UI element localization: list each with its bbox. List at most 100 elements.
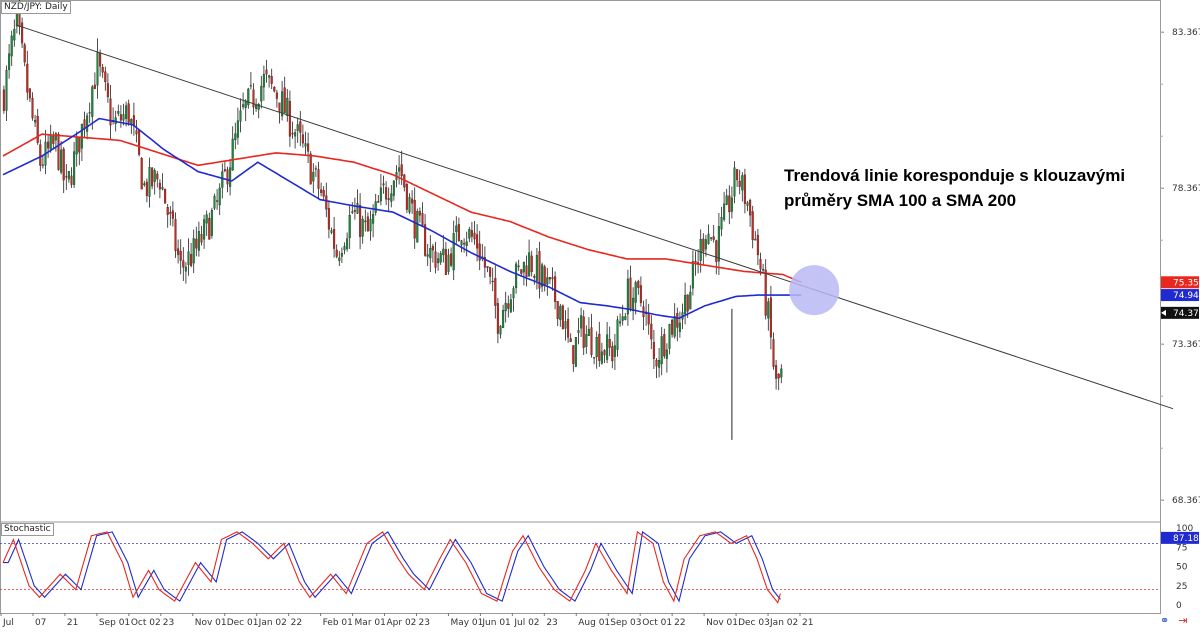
candle-body	[624, 316, 627, 320]
price-tick-label: 68.367	[1172, 496, 1200, 506]
candle-body	[538, 251, 541, 289]
candle-body	[156, 173, 159, 180]
candle-body	[431, 245, 434, 251]
candle-body	[616, 319, 619, 350]
price-tick-label: 73.367	[1172, 340, 1200, 350]
candle-body	[593, 357, 596, 359]
price-tick-label: 83.367	[1172, 28, 1200, 38]
candle-body	[117, 111, 120, 114]
candle-body	[515, 263, 518, 289]
candle-body	[21, 22, 24, 44]
candle-body	[275, 92, 278, 99]
candle-body	[382, 183, 385, 186]
candle-body	[317, 169, 320, 189]
candle-body	[296, 124, 299, 131]
candle-body	[769, 297, 772, 338]
stochastic-last-bg	[1161, 531, 1199, 544]
candle-body	[218, 187, 221, 206]
time-tick-label: Oct 01	[642, 618, 672, 628]
candle-body	[36, 115, 39, 143]
candle-body	[145, 181, 148, 196]
candle-body	[377, 201, 380, 203]
candle-body	[473, 232, 476, 240]
candle-body	[307, 143, 310, 152]
candle-body	[57, 134, 60, 170]
candle-body	[507, 303, 510, 309]
candle-body	[413, 200, 416, 239]
candle-body	[192, 238, 195, 264]
candle-body	[138, 130, 141, 155]
candle-body	[47, 141, 50, 149]
candle-body	[418, 211, 421, 216]
candle-body	[707, 233, 710, 244]
candle-body	[229, 167, 232, 187]
oscillator-tick-label: 50	[1176, 563, 1188, 573]
candle-body	[41, 164, 44, 166]
time-tick-label: 07	[35, 618, 46, 628]
time-tick-label: Apr 02	[387, 618, 417, 628]
candle-body	[294, 132, 297, 137]
candle-body	[408, 196, 411, 213]
candle-body	[301, 134, 304, 144]
candle-body	[465, 241, 468, 246]
candle-body	[663, 334, 666, 357]
candle-body	[288, 100, 291, 137]
candle-body	[512, 288, 515, 299]
candle-body	[756, 235, 759, 256]
candle-body	[177, 248, 180, 255]
candle-body	[572, 345, 575, 364]
candle-body	[109, 98, 112, 126]
candle-body	[762, 269, 765, 271]
candle-body	[712, 236, 715, 240]
candle-body	[281, 91, 284, 117]
candle-body	[434, 251, 437, 268]
candle-body	[535, 255, 538, 281]
candle-body	[613, 345, 616, 357]
sma-100-line	[2, 117, 802, 320]
candle-body	[426, 254, 429, 257]
candle-body	[333, 229, 336, 249]
candle-body	[767, 301, 770, 319]
highlight-circle	[789, 265, 840, 316]
candle-body	[39, 144, 42, 166]
time-tick-label: May 01	[450, 618, 483, 628]
candle-body	[122, 114, 125, 121]
candle-body	[148, 166, 151, 197]
candle-body	[600, 351, 603, 364]
candle-body	[743, 174, 746, 204]
candle-body	[496, 303, 499, 334]
candle-body	[322, 190, 325, 197]
candle-body	[93, 84, 96, 89]
settings-icon[interactable]: ⚭	[1160, 615, 1170, 627]
candle-body	[125, 105, 128, 119]
collapse-icon[interactable]: ⇥	[1178, 615, 1188, 627]
candle-body	[520, 269, 523, 274]
current-price-arrow	[1161, 309, 1166, 316]
candle-body	[197, 231, 200, 251]
candle-body	[691, 261, 694, 289]
candle-body	[140, 158, 143, 190]
candle-body	[34, 119, 37, 123]
candle-body	[327, 208, 330, 230]
candle-body	[528, 252, 531, 277]
candle-body	[291, 132, 294, 135]
candle-body	[450, 253, 453, 266]
candle-body	[223, 169, 226, 172]
candle-body	[411, 198, 414, 204]
candle-body	[603, 350, 606, 356]
candle-body	[385, 187, 388, 200]
candle-body	[265, 69, 268, 75]
candle-body	[626, 278, 629, 315]
candle-body	[10, 35, 13, 57]
candle-body	[379, 187, 382, 202]
time-tick-label: Jan 02	[258, 618, 287, 628]
candle-body	[678, 322, 681, 332]
candle-body	[62, 148, 65, 181]
candle-body	[161, 187, 164, 190]
candle-body	[634, 282, 637, 303]
candle-body	[208, 218, 211, 240]
candle-body	[330, 230, 333, 233]
candle-body	[652, 342, 655, 359]
candle-body	[179, 250, 182, 261]
